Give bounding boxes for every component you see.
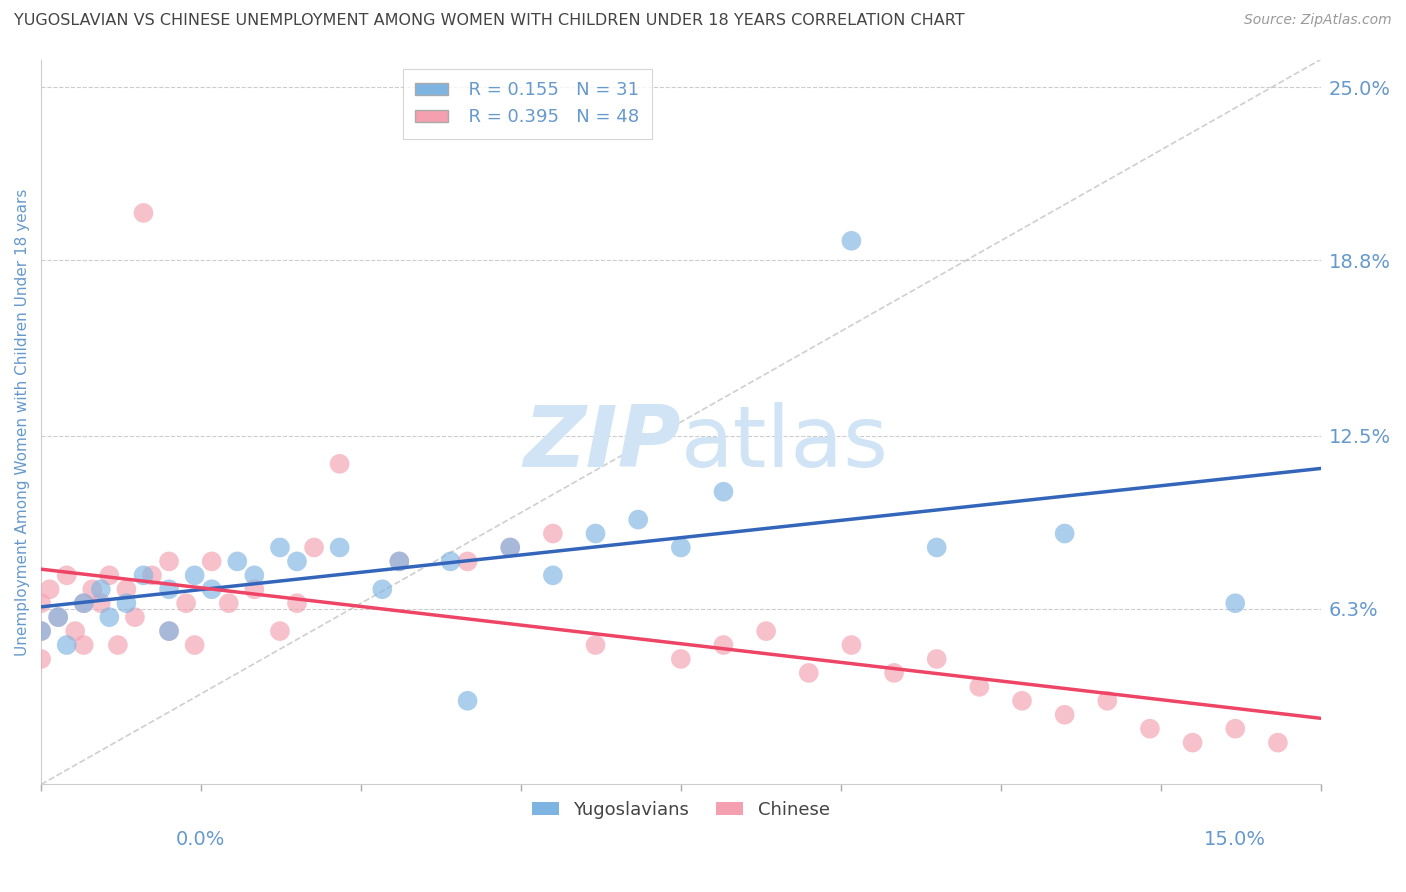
Point (302, 541, 325, 555)
Point (388, 554, 411, 568)
Point (157, 624, 180, 639)
Point (30, 596, 52, 610)
Point (115, 596, 138, 610)
Point (98, 568, 121, 582)
Point (157, 624, 180, 639)
Point (226, 554, 249, 568)
Text: ZIP: ZIP (523, 402, 681, 485)
Point (585, 526, 607, 541)
Point (132, 206, 155, 220)
Point (157, 554, 180, 568)
Point (329, 457, 352, 471)
Point (499, 541, 522, 555)
Point (439, 554, 461, 568)
Point (1225, 722, 1247, 736)
Point (65, 624, 87, 639)
Point (30, 652, 52, 666)
Point (115, 582, 138, 597)
Point (157, 582, 180, 597)
Point (713, 638, 735, 652)
Point (841, 234, 863, 248)
Point (1139, 722, 1161, 736)
Point (797, 665, 820, 680)
Point (124, 610, 146, 624)
Point (243, 582, 266, 597)
Point (585, 638, 607, 652)
Point (55, 638, 77, 652)
Point (38, 582, 60, 597)
Point (1097, 694, 1119, 708)
Point (132, 568, 155, 582)
Text: Source: ZipAtlas.com: Source: ZipAtlas.com (1244, 13, 1392, 28)
Point (98, 610, 121, 624)
Point (201, 554, 224, 568)
Point (1053, 707, 1076, 722)
Point (285, 554, 308, 568)
Point (1053, 526, 1076, 541)
Point (969, 680, 991, 694)
Point (457, 554, 479, 568)
Point (925, 541, 948, 555)
Point (285, 596, 308, 610)
Point (1011, 694, 1033, 708)
Point (243, 568, 266, 582)
Point (183, 638, 205, 652)
Point (30, 624, 52, 639)
Point (627, 512, 650, 526)
Point (269, 541, 291, 555)
Point (183, 568, 205, 582)
Point (541, 526, 564, 541)
Point (46, 610, 69, 624)
Point (1225, 596, 1247, 610)
Point (218, 596, 240, 610)
Text: 15.0%: 15.0% (1204, 830, 1265, 848)
Point (141, 568, 163, 582)
Point (1181, 736, 1204, 750)
Point (541, 568, 564, 582)
Text: 0.0%: 0.0% (176, 830, 225, 848)
Point (73, 638, 96, 652)
Point (457, 694, 479, 708)
Text: YUGOSLAVIAN VS CHINESE UNEMPLOYMENT AMONG WOMEN WITH CHILDREN UNDER 18 YEARS COR: YUGOSLAVIAN VS CHINESE UNEMPLOYMENT AMON… (14, 13, 965, 29)
Legend: Yugoslavians, Chinese: Yugoslavians, Chinese (524, 794, 837, 826)
Point (925, 652, 948, 666)
Y-axis label: Unemployment Among Women with Children Under 18 years: Unemployment Among Women with Children U… (15, 188, 30, 656)
Point (82, 582, 104, 597)
Point (669, 541, 692, 555)
Point (755, 624, 778, 639)
Point (499, 541, 522, 555)
Point (55, 568, 77, 582)
Point (201, 582, 224, 597)
Point (107, 638, 129, 652)
Point (841, 638, 863, 652)
Point (30, 624, 52, 639)
Point (90, 596, 112, 610)
Point (90, 582, 112, 597)
Point (883, 665, 905, 680)
Point (46, 610, 69, 624)
Point (1267, 736, 1289, 750)
Point (371, 582, 394, 597)
Point (269, 624, 291, 639)
Point (73, 596, 96, 610)
Text: atlas: atlas (681, 402, 889, 485)
Point (388, 554, 411, 568)
Point (174, 596, 197, 610)
Point (73, 596, 96, 610)
Point (713, 484, 735, 499)
Point (669, 652, 692, 666)
Point (329, 541, 352, 555)
